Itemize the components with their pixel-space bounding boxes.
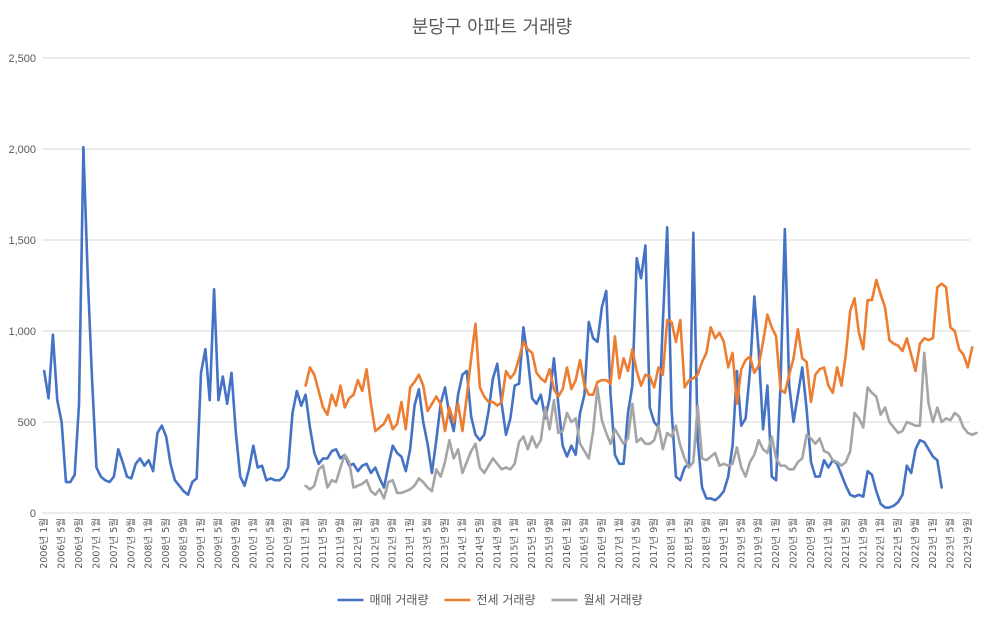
x-tick-label: 2020년 5월 xyxy=(788,518,800,569)
x-tick-label: 2012년 9월 xyxy=(387,518,399,569)
x-tick-label: 2019년 1월 xyxy=(718,518,730,569)
x-tick-label: 2021년 1월 xyxy=(822,518,834,569)
x-tick-label: 2018년 5월 xyxy=(683,518,695,569)
x-tick-label: 2008년 1월 xyxy=(143,518,155,569)
x-tick-label: 2015년 1월 xyxy=(509,518,521,569)
x-tick-label: 2007년 5월 xyxy=(108,518,120,569)
x-tick-label: 2013년 1월 xyxy=(404,518,416,569)
x-tick-label: 2017년 5월 xyxy=(631,518,643,569)
x-tick-label: 2014년 1월 xyxy=(456,518,468,569)
x-tick-label: 2009년 9월 xyxy=(230,518,242,569)
legend-item-2: 전세 거래량 xyxy=(444,593,536,607)
x-tick-label: 2021년 9월 xyxy=(857,518,869,569)
x-tick-label: 2006년 5월 xyxy=(56,518,68,569)
x-tick-label: 2007년 9월 xyxy=(125,518,137,569)
x-tick-label: 2006년 9월 xyxy=(73,518,85,569)
legend-item-1: 매매 거래량 xyxy=(337,593,429,607)
x-tick-label: 2006년 1월 xyxy=(38,518,50,569)
x-tick-label: 2013년 9월 xyxy=(439,518,451,569)
x-tick-label: 2010년 5월 xyxy=(265,518,277,569)
x-tick-label: 2016년 9월 xyxy=(596,518,608,569)
legend-label: 매매 거래량 xyxy=(370,593,429,607)
series-line-2 xyxy=(304,278,974,433)
x-tick-label: 2022년 1월 xyxy=(875,518,887,569)
x-tick-label: 2010년 1월 xyxy=(247,518,259,569)
x-tick-label: 2015년 9월 xyxy=(544,518,556,569)
y-tick-label: 1,000 xyxy=(8,326,36,338)
chart-title: 분당구 아파트 거래량 xyxy=(412,17,572,38)
legend-label: 월세 거래량 xyxy=(584,593,643,607)
x-tick-label: 2020년 9월 xyxy=(805,518,817,569)
x-tick-label: 2022년 9월 xyxy=(910,518,922,569)
x-tick-label: 2021년 5월 xyxy=(840,518,852,569)
x-tick-label: 2016년 5월 xyxy=(578,518,590,569)
x-tick-label: 2017년 9월 xyxy=(648,518,660,569)
legend-item-3: 월세 거래량 xyxy=(551,593,643,607)
x-tick-label: 2022년 5월 xyxy=(892,518,904,569)
x-tick-label: 2008년 5월 xyxy=(160,518,172,569)
x-axis: 2006년 1월 2006년 5월 2006년 9월 2007년 1월 2007년 5월… xyxy=(38,518,974,569)
x-tick-label: 2015년 5월 xyxy=(526,518,538,569)
x-tick-label: 2019년 9월 xyxy=(753,518,765,569)
x-tick-label: 2011년 5월 xyxy=(317,518,329,569)
x-tick-label: 2018년 1월 xyxy=(666,518,678,569)
x-tick-label: 2023년 1월 xyxy=(927,518,939,569)
x-tick-label: 2009년 1월 xyxy=(195,518,207,569)
legend-label: 전세 거래량 xyxy=(477,593,536,607)
x-tick-label: 2012년 5월 xyxy=(369,518,381,569)
x-tick-label: 2007년 1월 xyxy=(90,518,102,569)
x-tick-label: 2019년 5월 xyxy=(735,518,747,569)
x-tick-label: 2011년 1월 xyxy=(300,518,312,569)
series-lines xyxy=(42,145,978,509)
y-axis: 0 500 1,000 1,500 2,000 2,500 xyxy=(8,53,36,520)
gridlines xyxy=(42,57,970,514)
x-tick-label: 2009년 5월 xyxy=(212,518,224,569)
y-tick-label: 500 xyxy=(18,417,36,429)
x-tick-label: 2008년 9월 xyxy=(178,518,190,569)
x-tick-label: 2018년 9월 xyxy=(700,518,712,569)
series-line-1 xyxy=(42,145,943,509)
x-tick-label: 2014년 9월 xyxy=(491,518,503,569)
x-tick-label: 2014년 5월 xyxy=(474,518,486,569)
x-tick-label: 2012년 1월 xyxy=(352,518,364,569)
x-tick-label: 2016년 1월 xyxy=(561,518,573,569)
legend: 매매 거래량 전세 거래량 월세 거래량 xyxy=(337,593,643,607)
x-tick-label: 2023년 5월 xyxy=(944,518,956,569)
x-tick-label: 2010년 9월 xyxy=(282,518,294,569)
y-tick-label: 0 xyxy=(30,508,36,520)
x-tick-label: 2011년 9월 xyxy=(334,518,346,569)
y-tick-label: 2,000 xyxy=(8,144,36,156)
y-tick-label: 1,500 xyxy=(8,235,36,247)
x-tick-label: 2023년 9월 xyxy=(962,518,974,569)
x-tick-label: 2017년 1월 xyxy=(613,518,625,569)
x-tick-label: 2020년 1월 xyxy=(770,518,782,569)
y-tick-label: 2,500 xyxy=(8,53,36,65)
series-line-3 xyxy=(304,351,978,500)
x-tick-label: 2013년 5월 xyxy=(422,518,434,569)
